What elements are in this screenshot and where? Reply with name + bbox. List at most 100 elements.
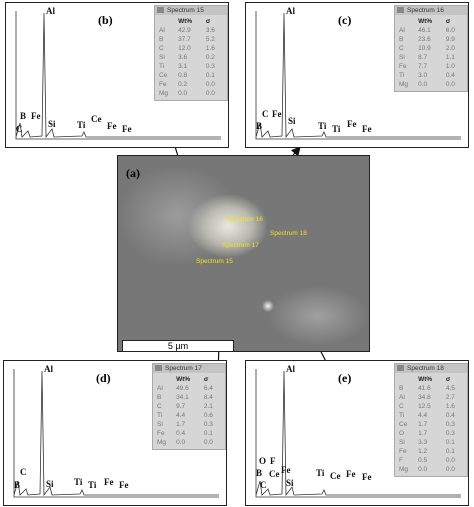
peak-label: Al [46, 6, 55, 16]
cell: Mg [157, 439, 167, 446]
cell: 0.1 [445, 439, 455, 446]
cell: Mg [159, 90, 169, 97]
table-row: Al 42.9 3.6 [158, 26, 224, 35]
peak-label: Fe [104, 477, 114, 487]
spot-label: Spectrum 18 [270, 230, 307, 237]
peak-label: O [259, 456, 267, 466]
peak-label: Si [46, 479, 54, 489]
peak-label: B [256, 121, 263, 131]
cell: 12.0 [178, 45, 191, 52]
header-cell: Wt% [178, 18, 193, 25]
result-box: Spectrum 18 Wt% σ B 41.6 4.5 Al 34.8 2.7 C 12.5 1.6… [394, 363, 468, 477]
cell: 42.9 [178, 27, 191, 34]
spectrum-name: Spectrum 16 [407, 7, 444, 14]
table-header: Wt% σ [398, 375, 464, 384]
cell: 34.8 [418, 394, 431, 401]
peak-label: Ti [77, 120, 86, 130]
cell: 0.3 [445, 430, 455, 437]
cell: O [399, 430, 405, 437]
spectrum-name: Spectrum 15 [167, 7, 204, 14]
table-row: B 41.6 4.5 [398, 384, 464, 393]
table-row: C 9.7 2.1 [156, 402, 222, 411]
cell: 1.7 [418, 421, 428, 428]
panel-label: (a) [126, 166, 140, 180]
header-cell: Wt% [418, 18, 433, 25]
spectrum-plot [13, 369, 219, 498]
cell: Al [159, 27, 165, 34]
peak-label: Ti [88, 480, 97, 490]
table-row: Ti 3.0 0.4 [398, 71, 464, 80]
peak-label: B [14, 480, 21, 490]
table-row: Fe 0.2 0.0 [158, 80, 224, 89]
cell: C [157, 403, 162, 410]
table-row: Mg 0.0 0.0 [158, 89, 224, 98]
cell: 3.6 [205, 27, 215, 34]
table-row: B 34.1 8.4 [156, 393, 222, 402]
cell: 46.1 [418, 27, 431, 34]
panel-label: (e) [338, 371, 352, 385]
peak-label: F [270, 456, 276, 466]
cell: 0.0 [445, 466, 455, 473]
cell: Al [399, 27, 405, 34]
cell: Mg [399, 466, 409, 473]
table-row: Ti 4.4 0.4 [398, 411, 464, 420]
cell: 23.6 [418, 36, 431, 43]
header-cell: σ [445, 376, 451, 383]
cell: 0.0 [445, 81, 455, 88]
cell: 34.1 [176, 394, 189, 401]
box-header: Spectrum 18 [395, 364, 467, 373]
peak-label: Fe [122, 124, 132, 134]
sem-image: (a) Spectrum 16 Spectrum 17 Spectrum 18 … [117, 155, 370, 352]
cell: 3.0 [418, 72, 428, 79]
peak-label: Fe [346, 469, 356, 479]
cell: 7.7 [418, 63, 428, 70]
cell: 8.4 [203, 394, 213, 401]
cell [158, 17, 177, 26]
result-box: Spectrum 16 Wt% σ Al 46.1 6.0 B 23.6 9.9 C 10.9 2.0… [394, 5, 468, 92]
peak-label: Fe [31, 111, 41, 121]
cell: 0.0 [418, 466, 428, 473]
cell: Al [399, 394, 405, 401]
table-row: Mg 0.0 0.0 [398, 465, 464, 474]
cell: 0.0 [205, 81, 215, 88]
cell: 1.6 [445, 403, 455, 410]
cell: Fe [159, 81, 167, 88]
cell: C [399, 403, 404, 410]
cell: 4.4 [418, 412, 428, 419]
table-row: Si 3.3 0.1 [398, 438, 464, 447]
cell: 1.1 [445, 54, 455, 61]
peak-label: C [20, 467, 27, 477]
table-row: C 10.9 2.0 [398, 44, 464, 53]
box-header: Spectrum 15 [155, 6, 227, 15]
cell: Si [399, 54, 405, 61]
swatch [397, 365, 404, 372]
table-row: Al 49.6 6.4 [156, 384, 222, 393]
spot-label: Spectrum 17 [222, 242, 259, 249]
table-row: Ti 4.4 0.6 [156, 411, 222, 420]
result-box: Spectrum 17 Wt% σ Al 49.6 6.4 B 34.1 8.4 C 9.7 2.1 T… [152, 363, 226, 450]
cell: 41.6 [418, 385, 431, 392]
cell: 0.4 [176, 430, 186, 437]
box-header: Spectrum 16 [395, 6, 467, 15]
cell: Al [157, 385, 163, 392]
header-cell: σ [445, 18, 451, 25]
spectrum-panel: (e) Al O F B Ce Fe C Si Ti Ce Fe Fe Spectrum 18 Wt% σ B 4… [245, 360, 469, 506]
spectrum-trace [15, 11, 221, 140]
table-row: Ce 0.8 0.1 [158, 71, 224, 80]
cell: F [399, 457, 403, 464]
cell: 0.1 [445, 448, 455, 455]
cell: 0.1 [205, 72, 215, 79]
cell: 0.5 [418, 457, 428, 464]
peak-label: Ce [330, 471, 341, 481]
cell: 1.7 [418, 430, 428, 437]
spot-label: Spectrum 16 [226, 216, 263, 223]
spectrum-plot [255, 11, 461, 140]
spectrum-plot [15, 11, 221, 140]
cell: 0.3 [205, 63, 215, 70]
cell [398, 17, 417, 26]
cell: 0.2 [178, 81, 188, 88]
peak-label: Fe [119, 480, 129, 490]
table-header: Wt% σ [156, 375, 222, 384]
cell: Mg [399, 81, 409, 88]
table-header: Wt% σ [158, 17, 224, 26]
